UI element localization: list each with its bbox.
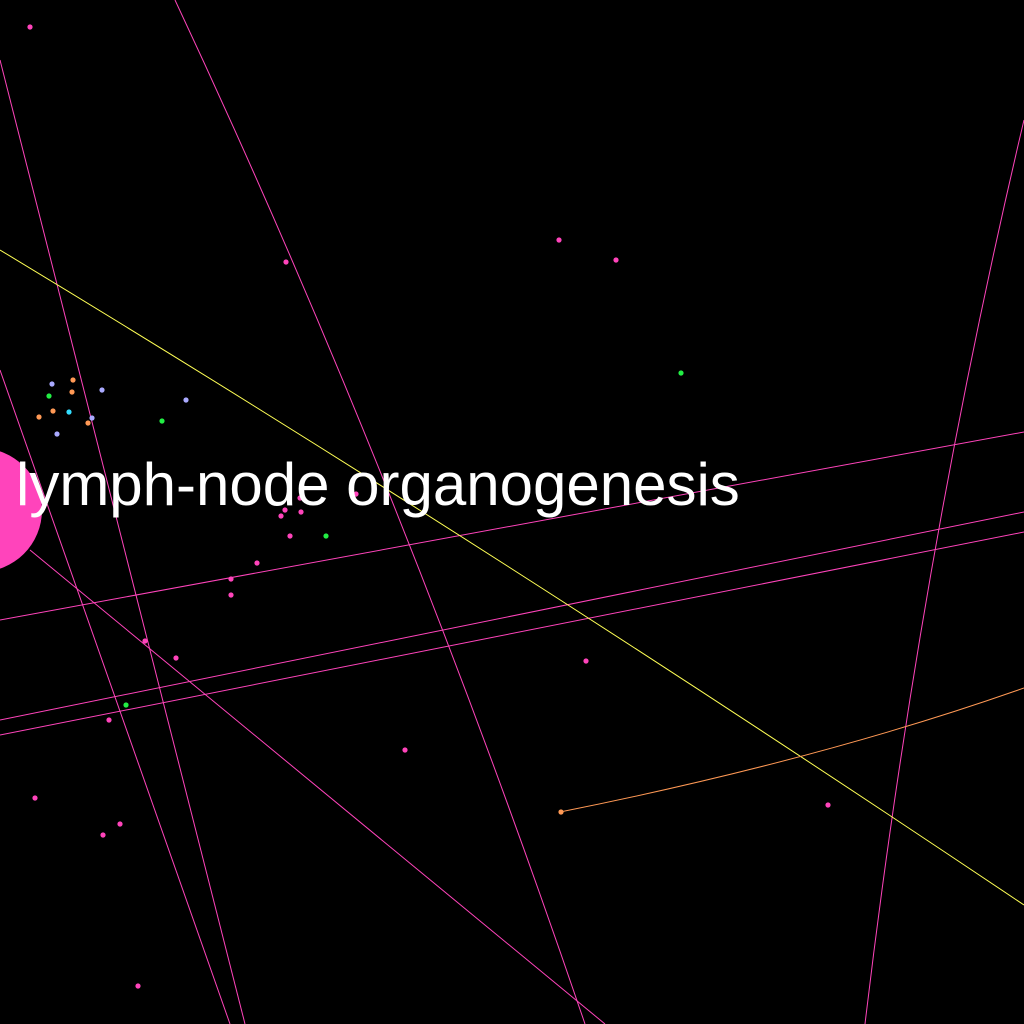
graph-node[interactable] [99, 387, 105, 393]
graph-edge [864, 119, 1024, 1024]
focus-node-circle[interactable] [0, 448, 42, 572]
graph-node[interactable] [27, 24, 33, 30]
graph-node[interactable] [183, 397, 189, 403]
graph-node[interactable] [353, 491, 359, 497]
graph-node[interactable] [123, 702, 129, 708]
graph-node[interactable] [70, 377, 76, 383]
graph-edge [0, 511, 1024, 721]
graph-node[interactable] [278, 513, 284, 519]
graph-node[interactable] [283, 259, 289, 265]
graph-node[interactable] [558, 809, 564, 815]
graph-node[interactable] [135, 983, 141, 989]
graph-node[interactable] [89, 415, 95, 421]
graph-node[interactable] [100, 832, 106, 838]
graph-node[interactable] [36, 414, 42, 420]
graph-node[interactable] [85, 420, 91, 426]
graph-edge [0, 249, 1024, 906]
graph-node[interactable] [287, 533, 293, 539]
graph-node[interactable] [556, 237, 562, 243]
graph-node[interactable] [46, 393, 52, 399]
graph-edge [174, 0, 586, 1024]
graph-node[interactable] [282, 507, 288, 513]
graph-node[interactable] [32, 795, 38, 801]
graph-node[interactable] [54, 431, 60, 437]
graph-node[interactable] [323, 533, 329, 539]
graph-node[interactable] [613, 257, 619, 263]
graph-node[interactable] [173, 655, 179, 661]
graph-node[interactable] [402, 747, 408, 753]
graph-node[interactable] [228, 592, 234, 598]
focus-node-label: lymph-node organogenesis [16, 451, 740, 518]
graph-node[interactable] [69, 389, 75, 395]
graph-edge [559, 687, 1024, 813]
graph-nodes [0, 24, 831, 989]
graph-node[interactable] [254, 560, 260, 566]
graph-node[interactable] [298, 509, 304, 515]
graph-edge [29, 549, 606, 1024]
graph-node[interactable] [49, 381, 55, 387]
graph-node[interactable] [50, 408, 56, 414]
graph-node[interactable] [117, 821, 123, 827]
graph-node[interactable] [228, 576, 234, 582]
graph-edge [0, 531, 1024, 736]
graph-node[interactable] [678, 370, 684, 376]
graph-node[interactable] [297, 495, 303, 501]
graph-node[interactable] [106, 717, 112, 723]
graph-edge [0, 59, 246, 1024]
graph-node[interactable] [159, 418, 165, 424]
graph-node[interactable] [825, 802, 831, 808]
graph-edge [0, 431, 1024, 621]
graph-node[interactable] [142, 638, 148, 644]
graph-node[interactable] [66, 409, 72, 415]
graph-node[interactable] [583, 658, 589, 664]
